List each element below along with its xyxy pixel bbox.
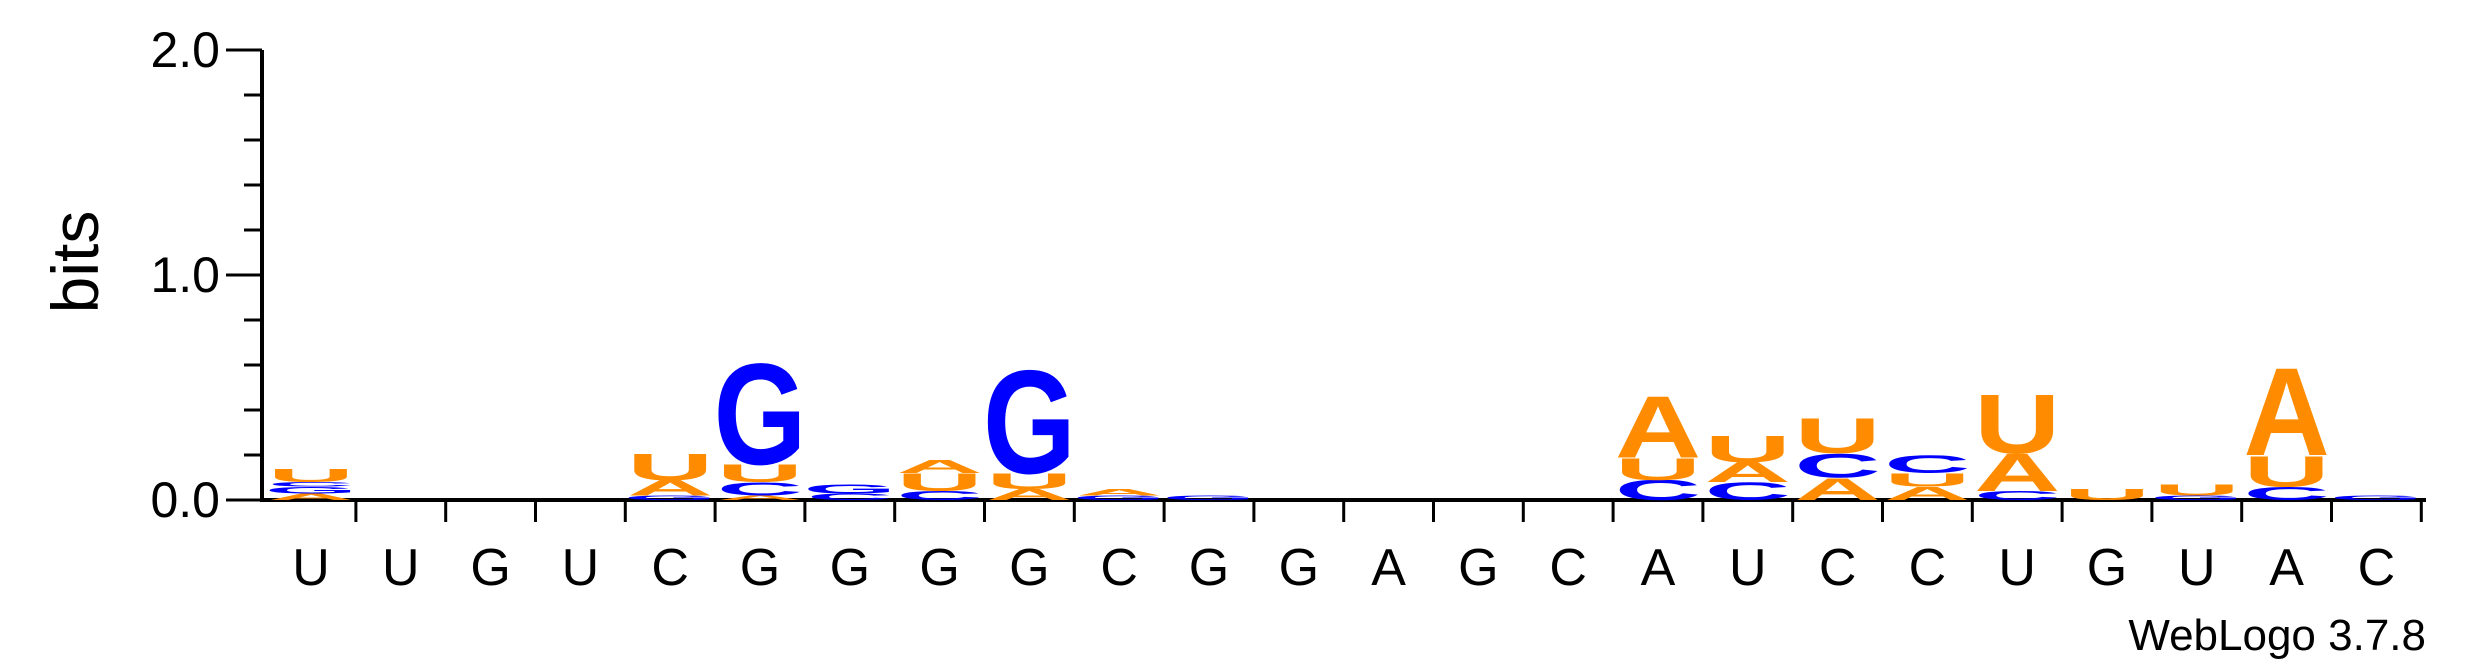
position-label: C [651,539,689,597]
glyph-C-pos17: C [1705,478,1791,506]
glyph-U-pos5: U [627,446,713,488]
glyph-G-pos9: G [983,340,1076,505]
glyph-C-pos23: C [2243,483,2329,504]
glyph-C-pos8: C [896,489,982,503]
position-label: G [1279,539,1319,597]
glyph-A-pos8: A [896,456,982,477]
position-label: U [2178,539,2216,597]
glyph-U-pos1: U [268,465,354,486]
position-label: G [830,539,870,597]
y-tick-label: 1.0 [150,247,220,303]
glyph-A-pos23: A [2243,341,2329,481]
glyph-A-pos6: A [717,494,803,501]
position-label: G [2087,539,2127,597]
glyph-U-pos21: U [2064,486,2150,504]
glyph-G-pos24: G [2330,494,2423,501]
position-label: U [1998,539,2036,597]
glyph-G-pos10: G [1073,494,1166,501]
position-label: C [1909,539,1947,597]
glyph-U-pos9: U [986,469,1072,494]
glyph-C-pos18: C [1794,446,1880,485]
position-label: C [1549,539,1587,597]
glyph-U-pos8: U [896,469,982,497]
glyph-A-pos17: A [1705,457,1791,489]
glyph-G-pos22: G [2150,494,2243,501]
glyph-U-pos23: U [2243,447,2329,496]
glyph-U-pos19: U [1884,470,1970,491]
position-label: C [1100,539,1138,597]
position-label: U [562,539,600,597]
glyph-C-pos1: C [268,481,354,488]
glyph-C-pos19: C [1884,451,1970,479]
glyph-A-pos10: A [1076,487,1162,498]
position-label: A [2269,539,2304,597]
weblogo-credit: WebLogo 3.7.8 [2128,611,2426,660]
glyph-A-pos1: A [268,491,354,502]
y-tick-label: 0.0 [150,472,220,528]
glyph-A-pos19: A [1884,483,1970,504]
glyph-C-pos20: C [1974,489,2060,503]
glyph-U-pos16: U [1615,451,1701,486]
glyph-U-pos6: U [717,460,803,488]
glyph-C-pos7: C [807,491,893,502]
y-axis: 0.0 1.0 2.0 [150,22,264,528]
y-axis-title: bits [38,211,112,314]
glyph-A-pos5: A [627,476,713,501]
glyph-G-pos6: G [714,334,807,495]
glyph-G-pos7: G [803,482,896,496]
glyph-A-pos9: A [986,486,1072,504]
glyph-G-pos1: G [265,485,358,496]
glyph-U-pos22: U [2154,481,2240,499]
glyph-U-pos17: U [1705,428,1791,470]
glyph-G-pos5: G [624,494,717,501]
glyph-G-pos11: G [1163,494,1256,501]
glyph-C-pos6: C [717,479,803,500]
position-label: C [2358,539,2396,597]
y-tick-label: 2.0 [150,22,220,78]
position-label: G [470,539,510,597]
position-label: A [1371,539,1406,597]
position-label: G [1189,539,1229,597]
position-label: U [1729,539,1767,597]
glyph-U-pos20: U [1974,376,2060,471]
position-label: G [919,539,959,597]
position-label: G [1009,539,1049,597]
position-label: G [1458,539,1498,597]
glyph-A-pos16: A [1615,378,1701,476]
glyph-U-pos18: U [1794,408,1880,464]
y-ticks: 0.0 1.0 2.0 [150,22,262,528]
glyph-C-pos16: C [1615,475,1701,507]
position-label: A [1641,539,1676,597]
position-label: U [382,539,420,597]
glyph-A-pos20: A [1974,442,2060,502]
glyph-A-pos18: A [1794,472,1880,507]
position-label: C [1819,539,1857,597]
position-label: G [740,539,780,597]
position-label: U [292,539,330,597]
